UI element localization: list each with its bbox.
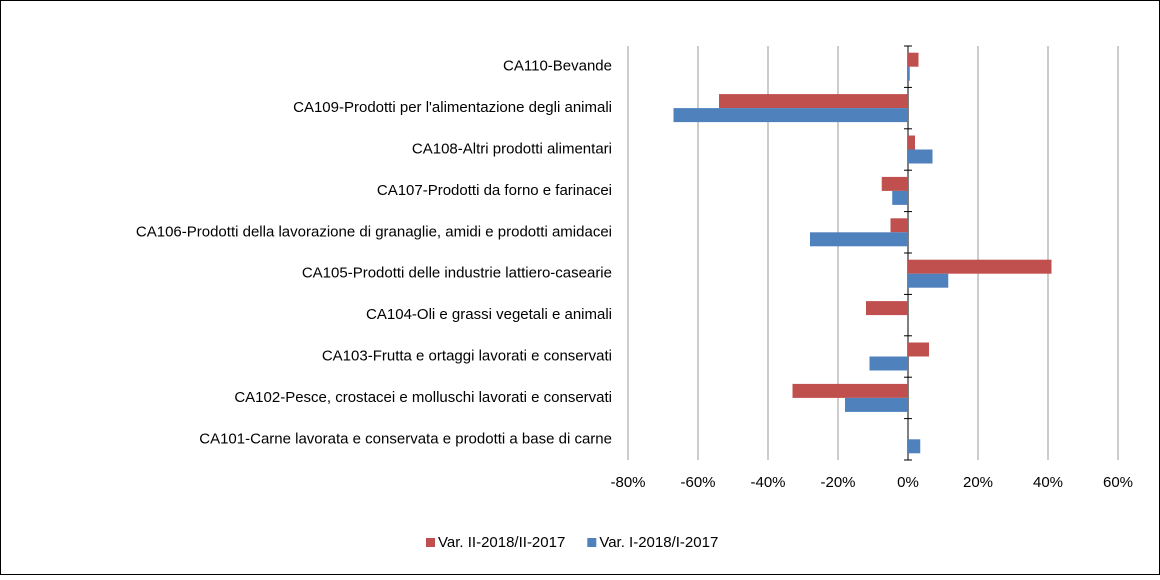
x-tick-label: 20%: [963, 474, 993, 491]
bar: [810, 232, 908, 247]
legend-label: Var. I-2018/I-2017: [599, 534, 718, 551]
bar: [908, 259, 1052, 274]
legend-label: Var. II-2018/II-2017: [438, 534, 565, 551]
x-tick-label: -20%: [820, 474, 855, 491]
y-tick-label: CA108-Altri prodotti alimentari: [412, 140, 612, 157]
bar: [908, 66, 910, 81]
y-tick-label: CA110-Bevande: [503, 58, 612, 75]
bar: [881, 176, 908, 191]
y-tick-label: CA102-Pesce, crostacei e molluschi lavor…: [234, 389, 612, 406]
bar: [908, 273, 949, 288]
y-tick-label: CA107-Prodotti da forno e farinacei: [377, 182, 612, 199]
bar: [892, 190, 908, 205]
bar: [908, 135, 915, 150]
y-tick-label: CA106-Prodotti della lavorazione di gran…: [136, 223, 612, 240]
bar: [866, 301, 908, 316]
x-tick-label: 60%: [1103, 474, 1133, 491]
y-tick-label: CA103-Frutta e ortaggi lavorati e conser…: [322, 347, 612, 364]
y-tick-label: CA109-Prodotti per l'alimentazione degli…: [293, 99, 612, 116]
x-tick-label: -40%: [750, 474, 785, 491]
x-tick-label: 0%: [897, 474, 919, 491]
y-tick-label: CA105-Prodotti delle industrie lattiero-…: [302, 265, 612, 282]
y-tick-label: CA104-Oli e grassi vegetali e animali: [366, 306, 612, 323]
bar: [792, 383, 908, 398]
bar: [845, 397, 908, 412]
bar: [719, 94, 908, 109]
bar: [908, 439, 921, 454]
x-tick-label: 40%: [1033, 474, 1063, 491]
bar: [869, 356, 908, 371]
bar: [673, 108, 908, 123]
bar: [908, 342, 929, 357]
y-tick-label: CA101-Carne lavorata e conservata e prod…: [199, 430, 612, 447]
x-tick-label: -60%: [680, 474, 715, 491]
bar: [890, 218, 908, 233]
legend-swatch: [587, 538, 597, 547]
bar: [908, 149, 933, 164]
x-tick-label: -80%: [610, 474, 645, 491]
bar: [908, 52, 919, 67]
legend-swatch: [426, 538, 435, 547]
